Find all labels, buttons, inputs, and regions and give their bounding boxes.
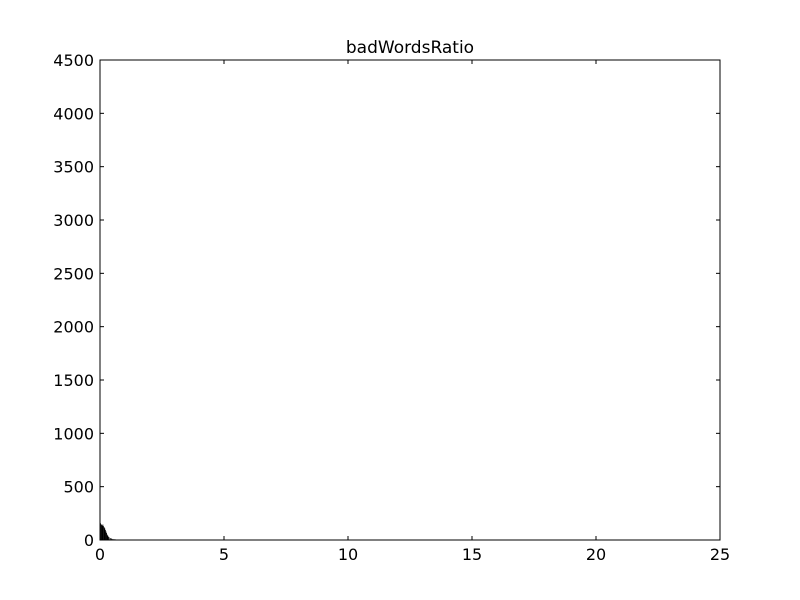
y-tick-label: 500 [63,478,94,497]
histogram-bar [104,529,106,540]
histogram-bar [107,535,109,540]
x-tick-label: 0 [95,545,105,564]
y-tick-label: 1500 [53,371,94,390]
histogram-bar [101,525,103,540]
x-tick-label: 5 [219,545,229,564]
x-tick-label: 20 [586,545,606,564]
x-tick-label: 15 [462,545,482,564]
histogram-bar [100,524,102,540]
y-tick-label: 3500 [53,158,94,177]
y-axis: 0 500 1000 1500 2000 2500 3000 3500 4000 4500 [53,51,720,550]
histogram-bar [105,531,107,540]
histogram-bar [103,527,105,540]
histogram-bar [109,538,111,540]
histogram-bar [106,533,107,540]
histogram-bar [106,534,108,540]
x-axis: 0 5 10 15 20 25 [95,60,730,564]
histogram-bar [108,536,109,540]
histogram-bar [108,537,110,540]
plot-frame [99,59,721,541]
histogram-bar [101,525,103,540]
y-tick-label: 4500 [53,51,94,70]
y-tick-label: 3000 [53,211,94,230]
histogram-bar [112,538,114,540]
chart-title: badWordsRatio [346,38,474,58]
histogram-bar [111,538,112,540]
y-tick-label: 2000 [53,318,94,337]
y-tick-label: 0 [84,531,94,550]
x-tick-label: 10 [338,545,358,564]
x-tick-label: 25 [710,545,730,564]
histogram-bar [102,524,104,540]
bars-group [100,522,704,540]
y-tick-label: 2500 [53,264,94,283]
y-tick-label: 4000 [53,104,94,123]
histogram-bar [103,526,104,540]
histogram-bar [104,528,106,540]
y-tick-label: 1000 [53,424,94,443]
